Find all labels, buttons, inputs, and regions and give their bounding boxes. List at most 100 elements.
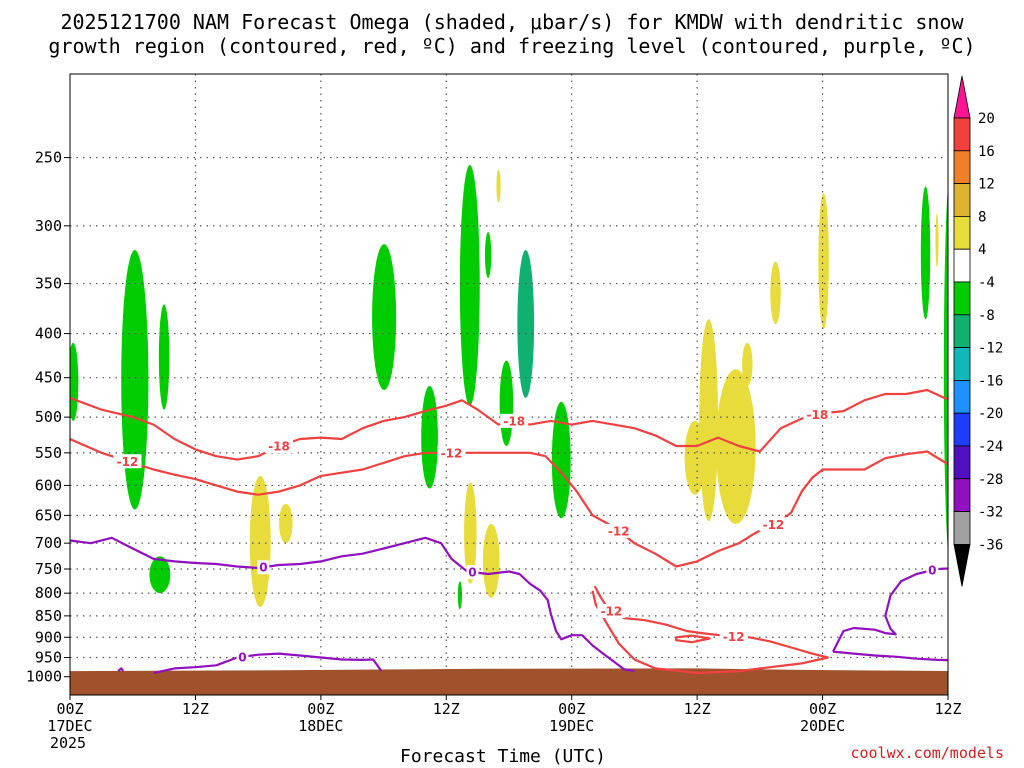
colorbar-swatch	[953, 117, 971, 152]
contour-label: 0	[928, 564, 936, 578]
omega-region-pos	[464, 482, 477, 584]
colorbar-label: -8	[978, 308, 995, 324]
contour-label-bg	[597, 603, 626, 618]
contour-label-bg	[113, 454, 142, 469]
colorbar-swatch	[953, 215, 971, 250]
x-tick-label: 00Z	[56, 700, 83, 718]
colorbar-arrow-bottom	[953, 544, 971, 587]
x-tick-label: 12Z	[684, 700, 711, 718]
x-tick-label: 12Z	[433, 700, 460, 718]
contour-label: -18	[807, 408, 829, 422]
contour-label-bg	[466, 565, 479, 580]
x-tick-date: 19DEC	[549, 717, 594, 735]
y-tick-label: 700	[35, 534, 62, 552]
contour-line	[832, 567, 948, 653]
omega-region-neg	[158, 304, 170, 410]
y-tick-label: 900	[35, 628, 62, 646]
x-axis-label: Forecast Time (UTC)	[400, 746, 606, 767]
omega-region-neg	[149, 556, 171, 594]
contour-label-bg	[236, 649, 249, 664]
y-tick-label: 750	[35, 560, 62, 578]
colorbar-swatch	[953, 314, 971, 348]
y-tick-label: 950	[35, 649, 62, 667]
contour-label: -12	[608, 524, 630, 538]
contour-label-bg	[604, 523, 633, 538]
contour-label-bg	[926, 563, 939, 578]
colorbar-label: 20	[978, 111, 995, 127]
y-tick-label: 400	[35, 325, 62, 343]
colorbar-label: -28	[978, 472, 1003, 488]
contour-label: 0	[259, 561, 267, 575]
contour-line	[70, 437, 948, 568]
omega-region-neg	[372, 244, 397, 390]
chart-title-line-2: growth region (contoured, red, ºC) and f…	[48, 34, 976, 58]
contour-label: 0	[468, 566, 476, 580]
x-tick-label: 00Z	[307, 700, 334, 718]
x-tick-label: 00Z	[809, 700, 836, 718]
y-tick-label: 650	[35, 506, 62, 524]
contour-line	[675, 634, 711, 644]
omega-region-neg	[70, 342, 79, 421]
omega-region-pos	[742, 342, 753, 386]
colorbar-label: -20	[978, 406, 1003, 422]
colorbar-swatch	[953, 150, 971, 185]
contour-line	[117, 667, 125, 672]
contour-label-bg	[265, 438, 294, 453]
omega-region-pos	[482, 523, 500, 598]
colorbar-swatch	[953, 445, 971, 480]
contour-label-bg	[437, 445, 466, 460]
omega-region-neg	[551, 401, 571, 519]
omega-region-neg	[459, 164, 480, 406]
contour-label: -12	[763, 518, 785, 532]
colorbar-swatch	[953, 478, 971, 512]
colorbar-label: -16	[978, 373, 1003, 389]
colorbar-swatch	[953, 412, 971, 447]
contour-line	[70, 536, 635, 673]
omega-region-neg	[920, 186, 931, 320]
colorbar-swatch	[953, 248, 971, 283]
contour-label-bg	[500, 413, 529, 428]
contour-label: 0	[238, 650, 246, 664]
x-tick-date: 17DEC	[47, 717, 92, 735]
surface-terrain	[70, 668, 948, 695]
omega-region-neg	[517, 250, 535, 398]
y-tick-label: 850	[35, 607, 62, 625]
colorbar: 20 16 12 8 4 -4 -8 -12 -16 -20 -24 -28 -32 -36	[953, 75, 1003, 587]
y-tick-label: 800	[35, 584, 62, 602]
chart-title-line-1: 2025121700 NAM Forecast Omega (shaded, μ…	[60, 10, 964, 34]
contour-line	[832, 650, 948, 662]
y-tick-label: 250	[35, 149, 62, 167]
y-tick-label: 350	[35, 275, 62, 293]
colorbar-label: -32	[978, 505, 1003, 521]
contour-label: -12	[601, 604, 623, 618]
omega-region-pos	[935, 213, 939, 268]
omega-region-pos	[249, 475, 271, 607]
omega-region-pos	[818, 193, 829, 329]
omega-region-pos	[715, 369, 756, 524]
contour-line	[153, 652, 383, 675]
credit-link[interactable]: coolwx.com/models	[850, 744, 1004, 762]
contour-label-bg	[803, 407, 832, 422]
x-tick-date: 18DEC	[298, 717, 343, 735]
contour-label: -18	[503, 414, 525, 428]
omega-region-pos	[770, 261, 781, 325]
colorbar-swatch	[953, 281, 971, 316]
contour-label-bg	[257, 560, 270, 575]
contour-label: -12	[723, 630, 745, 644]
colorbar-arrow-top	[953, 75, 971, 119]
x-tick-year: 2025	[50, 734, 86, 752]
contour-label: -12	[441, 446, 463, 460]
x-tick-label: 00Z	[558, 700, 585, 718]
x-tick-label: 12Z	[182, 700, 209, 718]
y-tick-label: 550	[35, 444, 62, 462]
colorbar-label: -24	[978, 439, 1003, 455]
omega-region-neg	[457, 581, 462, 610]
colorbar-label: -4	[978, 275, 995, 291]
y-tick-label: 500	[35, 408, 62, 426]
y-tick-label: 1000	[26, 668, 62, 686]
contour-line	[591, 585, 829, 675]
colorbar-label: 16	[978, 144, 995, 160]
omega-region-pos	[279, 503, 293, 544]
contour-label: -12	[117, 455, 139, 469]
plot-frame	[69, 73, 949, 696]
